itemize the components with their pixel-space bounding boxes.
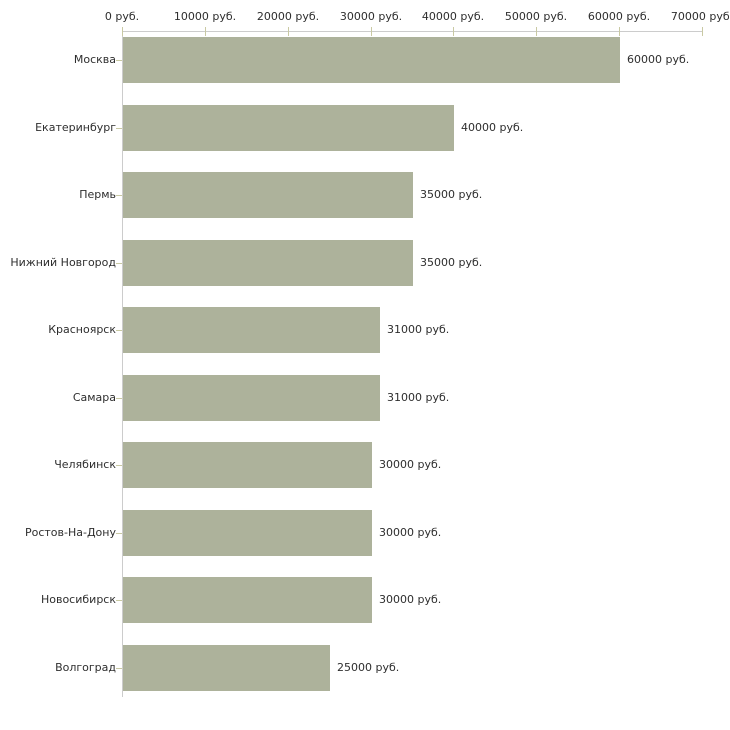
x-axis-tick-label: 40000 руб. <box>421 10 485 23</box>
bar-value-label: 60000 руб. <box>627 53 690 66</box>
category-label: Самара <box>72 391 116 404</box>
x-axis-tick-label: 0 руб. <box>104 10 140 23</box>
bar-value-label: 40000 руб. <box>461 121 524 134</box>
bar <box>123 375 380 421</box>
bar <box>123 645 330 691</box>
bar <box>123 307 380 353</box>
bar-value-label: 30000 руб. <box>379 458 442 471</box>
bar <box>123 442 372 488</box>
y-axis-tick-mark <box>116 533 122 534</box>
x-axis-tick-label: 20000 руб. <box>256 10 320 23</box>
category-label: Ростов-На-Дону <box>24 526 116 539</box>
bar <box>123 240 413 286</box>
bar-value-label: 35000 руб. <box>420 256 483 269</box>
y-axis-tick-mark <box>116 128 122 129</box>
bar-value-label: 35000 руб. <box>420 188 483 201</box>
x-axis-line <box>122 31 702 32</box>
y-axis-tick-mark <box>116 668 122 669</box>
x-axis-tick-mark <box>205 27 206 36</box>
x-axis-tick-mark <box>122 27 123 36</box>
x-axis-tick-mark <box>288 27 289 36</box>
category-label: Волгоград <box>55 661 116 674</box>
x-axis-tick-label: 10000 руб. <box>173 10 237 23</box>
x-axis-tick-label: 50000 руб. <box>504 10 568 23</box>
category-label: Пермь <box>79 188 116 201</box>
y-axis-tick-mark <box>116 60 122 61</box>
y-axis-tick-mark <box>116 263 122 264</box>
x-axis-tick-label: 30000 руб. <box>339 10 403 23</box>
bar <box>123 172 413 218</box>
category-label: Новосибирск <box>40 593 116 606</box>
bar-value-label: 30000 руб. <box>379 526 442 539</box>
bar <box>123 510 372 556</box>
y-axis-tick-mark <box>116 465 122 466</box>
x-axis-tick-mark <box>619 27 620 36</box>
y-axis-line <box>122 31 123 697</box>
y-axis-tick-mark <box>116 398 122 399</box>
bar-value-label: 25000 руб. <box>337 661 400 674</box>
category-label: Челябинск <box>54 458 116 471</box>
bar <box>123 37 620 83</box>
y-axis-tick-mark <box>116 600 122 601</box>
x-axis-tick-mark <box>536 27 537 36</box>
bar-value-label: 31000 руб. <box>387 391 450 404</box>
category-label: Екатеринбург <box>35 121 116 134</box>
bar-value-label: 31000 руб. <box>387 323 450 336</box>
category-label: Нижний Новгород <box>10 256 116 269</box>
bar <box>123 105 454 151</box>
bar-value-label: 30000 руб. <box>379 593 442 606</box>
category-label: Красноярск <box>48 323 116 336</box>
x-axis-tick-mark <box>371 27 372 36</box>
y-axis-tick-mark <box>116 195 122 196</box>
bar <box>123 577 372 623</box>
category-label: Москва <box>73 53 116 66</box>
x-axis-tick-label: 60000 руб. <box>587 10 651 23</box>
x-axis-tick-mark <box>453 27 454 36</box>
x-axis-tick-mark <box>702 27 703 36</box>
y-axis-tick-mark <box>116 330 122 331</box>
x-axis-tick-label: 70000 руб. <box>670 10 730 23</box>
